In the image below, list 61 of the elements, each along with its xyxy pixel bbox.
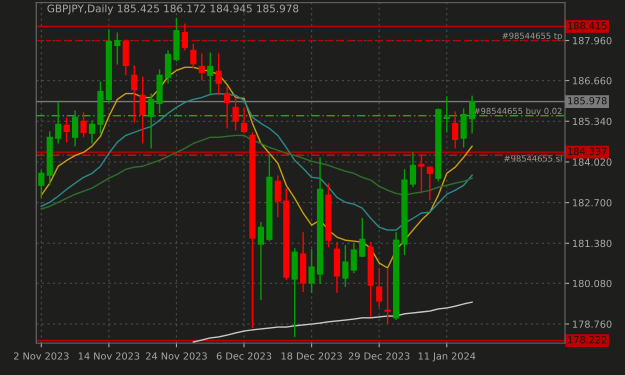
line-series: [40, 134, 473, 210]
candlestick: [88, 120, 96, 144]
candlestick: [131, 64, 138, 124]
y-tick-label: 185.340: [573, 118, 612, 126]
candlestick: [38, 170, 44, 199]
ref-line-label: #98544655 buy 0.02: [474, 108, 562, 116]
candlestick: [384, 267, 391, 325]
candlestick: [164, 50, 172, 84]
candlestick: [140, 76, 146, 144]
x-tick-label: 2 Nov 2023: [14, 352, 69, 360]
candlestick: [274, 174, 281, 218]
candlestick: [376, 267, 382, 308]
candlestick: [359, 217, 366, 258]
x-tick-label: 18 Dec 2023: [282, 352, 342, 360]
candlestick: [232, 96, 239, 132]
line-series: [40, 92, 473, 231]
line-series: [40, 66, 473, 269]
candlestick: [182, 22, 188, 52]
candlestick: [207, 52, 214, 94]
candlestick: [469, 94, 476, 134]
candlestick: [148, 92, 154, 150]
ref-line-label: 184.337: [568, 148, 606, 155]
candlestick: [240, 106, 248, 134]
x-tick-label: 24 Nov 2023: [146, 352, 207, 360]
candlestick: [452, 110, 458, 150]
y-tick-label: 181.380: [573, 240, 612, 248]
y-tick-label: 178.760: [573, 320, 612, 328]
candlestick: [258, 221, 264, 301]
ref-line-label: 188.415: [568, 22, 606, 30]
candlestick: [80, 112, 87, 138]
x-tick-label: 6 Dec 2023: [216, 352, 272, 360]
ref-line-label: #98544655 tp: [502, 32, 562, 41]
candlestick: [350, 242, 357, 274]
candlestick: [410, 152, 416, 188]
candlestick: [418, 154, 424, 194]
candlestick: [426, 166, 433, 201]
ref-line-label: 178.222: [568, 336, 606, 344]
y-tick-label: 182.700: [573, 199, 612, 206]
candlestick: [444, 96, 450, 134]
candlestick: [224, 86, 230, 130]
candlestick: [114, 32, 120, 66]
ref-line-label: 185.978: [568, 97, 607, 104]
y-tick-label: 180.080: [573, 280, 612, 288]
candlestick: [55, 102, 62, 144]
candlestick: [190, 42, 196, 70]
y-tick-label: 187.960: [573, 37, 612, 44]
candlestick: [72, 110, 78, 147]
y-tick-label: 186.660: [573, 77, 612, 84]
candlestick: [308, 248, 315, 294]
ref-line-label: #98544655 sl: [504, 155, 562, 162]
candlestick: [216, 52, 222, 96]
x-tick-label: 29 Dec 2023: [348, 352, 410, 360]
candlestick: [342, 244, 348, 288]
x-tick-label: 11 Jan 2024: [418, 352, 476, 362]
chart-title: GBPJPY,Daily 185.425 186.172 184.945 185.978: [47, 4, 298, 14]
candlestick: [460, 108, 467, 148]
candlestick: [64, 116, 70, 143]
x-tick-label: 14 Nov 2023: [78, 352, 140, 360]
line-series: [192, 301, 473, 343]
candlestick: [198, 52, 205, 82]
y-tick-label: 184.020: [573, 158, 612, 166]
